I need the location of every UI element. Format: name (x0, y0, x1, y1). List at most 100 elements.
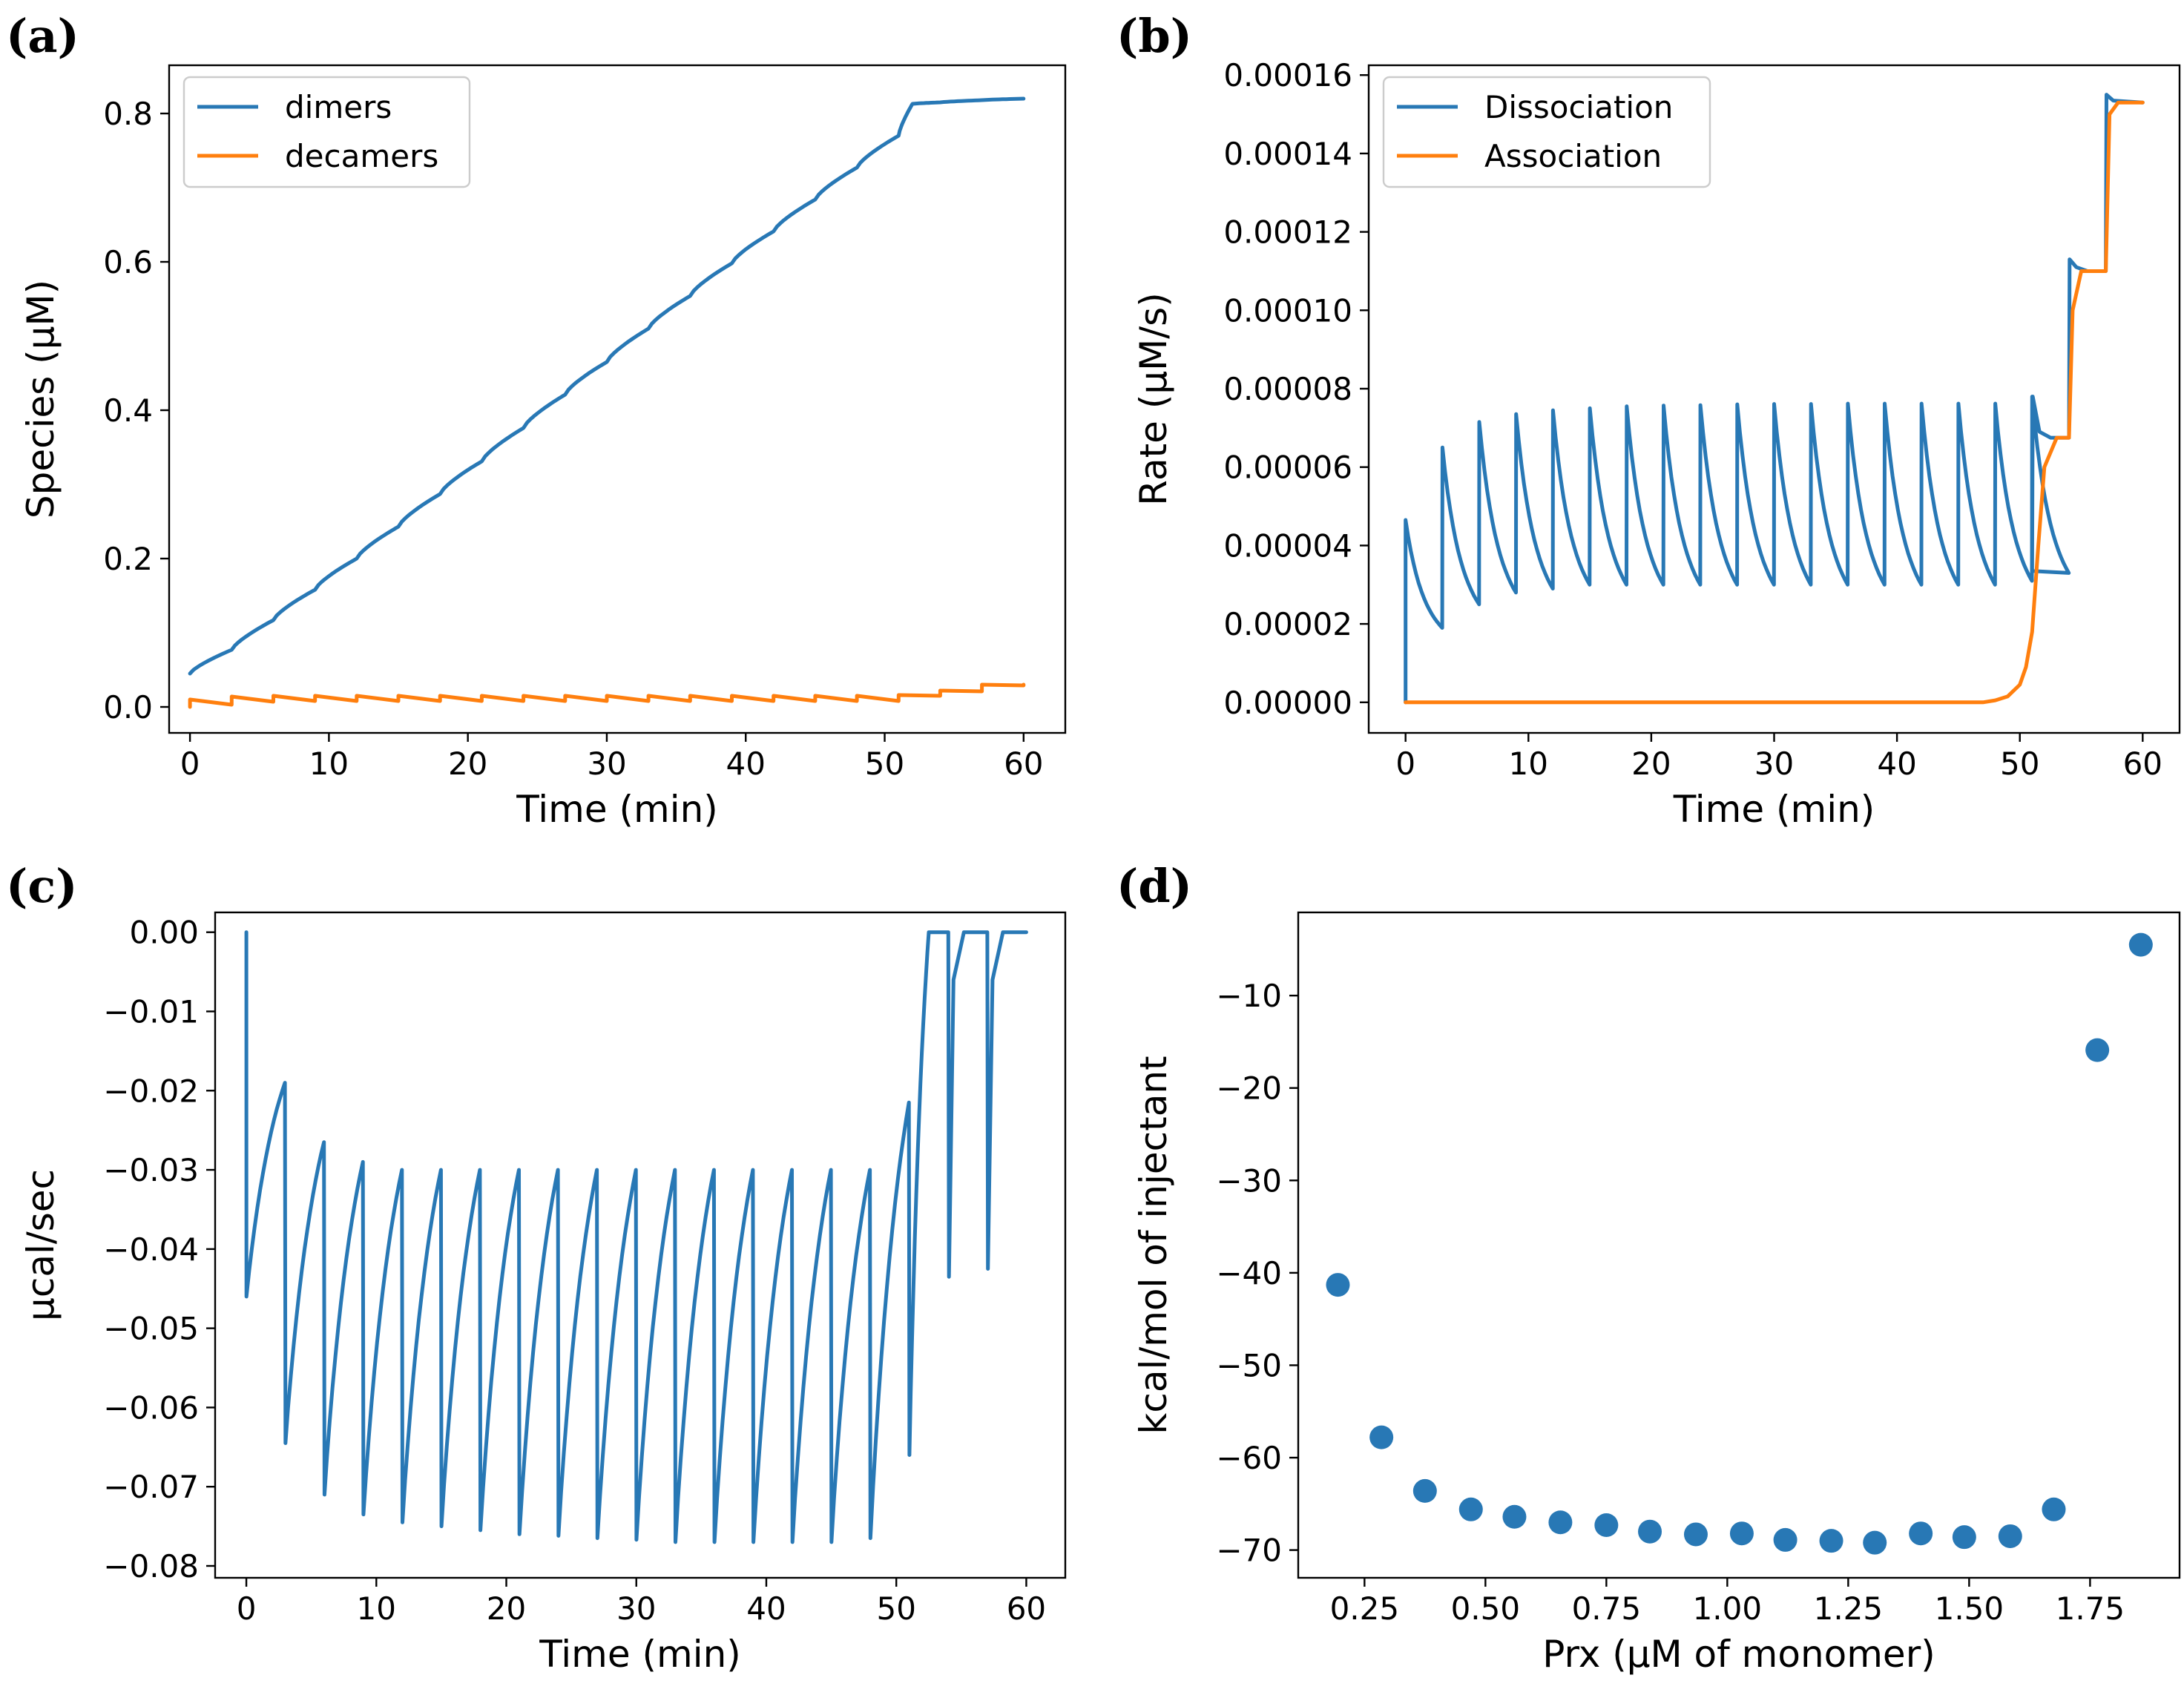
x-tick-label: 10 (309, 746, 349, 782)
x-tick-label: 60 (1004, 746, 1043, 782)
scatter-point (1458, 1497, 1483, 1521)
y-tick-label: −0.01 (103, 993, 199, 1030)
y-tick-label: −0.07 (103, 1469, 199, 1505)
x-tick-label: 50 (865, 746, 904, 782)
panel-a: (a) 0 10 20 30 40 50 60 0.0 0.2 0.4 0.6 0.8 Time (min… (6, 9, 1067, 831)
x-tick-label: 1.00 (1693, 1590, 1763, 1627)
y-tick-label: −10 (1216, 978, 1282, 1014)
plot-area (1326, 932, 2153, 1555)
scatter-point (1863, 1530, 1887, 1555)
y-tick-label: 0.00 (129, 915, 199, 951)
y-axis-title: µcal/sec (19, 1169, 62, 1321)
x-tick-label: 0 (180, 746, 200, 782)
y-axis-title: Species (µM) (19, 280, 62, 519)
x-tick-label: 40 (726, 746, 766, 782)
series-dissociation (1404, 93, 2145, 705)
scatter-point (1369, 1425, 1394, 1449)
x-tick-label: 60 (1007, 1590, 1046, 1627)
plot-area (188, 96, 1026, 709)
scatter-point (1909, 1521, 1933, 1546)
x-tick-label: 0.75 (1572, 1590, 1642, 1627)
y-tick-label: −0.08 (103, 1548, 199, 1584)
x-tick-label: 0 (1395, 746, 1415, 782)
x-tick-label: 0 (237, 1590, 257, 1627)
scatter-point (1773, 1527, 1797, 1552)
scatter-point (1638, 1519, 1662, 1544)
legend-label: dimers (285, 89, 392, 125)
y-tick-label: −70 (1216, 1533, 1282, 1569)
y-tick-label: −0.04 (103, 1231, 199, 1268)
axes-frame (1297, 911, 2181, 1579)
y-tick-label: 0.00012 (1223, 214, 1352, 251)
y-tick-label: 0.8 (103, 96, 153, 132)
y-tick-label: −40 (1216, 1255, 1282, 1291)
y-tick-label: 0.00006 (1223, 450, 1352, 486)
panel-c: (c) 0 10 20 30 40 50 60 0.00 −0.01 −0.02 −0.03 −0.04… (6, 859, 1067, 1676)
legend-label: Dissociation (1484, 89, 1673, 125)
scatter-point (1952, 1525, 1976, 1550)
scatter-point (1819, 1529, 1843, 1553)
axes-frame (1367, 64, 2181, 734)
x-axis-title: Time (min) (539, 1633, 741, 1676)
scatter-point (1729, 1521, 1754, 1546)
y-tick-label: 0.00002 (1223, 606, 1352, 642)
y-tick-label: −0.05 (103, 1311, 199, 1347)
panel-b: (b) 0 10 20 30 40 50 60 0.00000 0.00002 0.00004 0.0… (1116, 9, 2181, 831)
x-tick-label: 20 (487, 1590, 526, 1627)
scatter-point (1502, 1504, 1527, 1529)
axes-frame (214, 911, 1067, 1579)
x-tick-label: 10 (1509, 746, 1548, 782)
panel-label: (b) (1116, 9, 1192, 63)
panel-d: (d) 0.25 0.50 0.75 1.00 1.25 1.50 1.75 −10 −20 −30… (1116, 859, 2181, 1676)
y-tick-label: −0.03 (103, 1152, 199, 1188)
scatter-point (2085, 1038, 2110, 1062)
x-tick-label: 30 (616, 1590, 656, 1627)
y-tick-label: 0.00000 (1223, 685, 1352, 721)
x-tick-label: 20 (1631, 746, 1671, 782)
legend-label: Association (1484, 138, 1662, 174)
y-tick-label: 0.2 (103, 541, 153, 577)
y-tick-label: 0.6 (103, 244, 153, 280)
scatter-point (1548, 1510, 1573, 1535)
x-axis-title: Time (min) (1673, 788, 1875, 831)
scatter-point (1594, 1513, 1619, 1537)
scatter-point (1326, 1273, 1350, 1297)
x-tick-label: 30 (587, 746, 626, 782)
y-tick-label: 0.0 (103, 689, 153, 725)
legend: Dissociation Association (1382, 76, 1711, 188)
x-tick-label: 40 (1877, 746, 1916, 782)
legend-box (1382, 76, 1711, 188)
y-tick-label: −20 (1216, 1070, 1282, 1107)
x-tick-label: 50 (876, 1590, 915, 1627)
panel-label: (d) (1116, 859, 1192, 913)
axes-frame (168, 64, 1067, 734)
legend: dimers decamers (182, 76, 471, 188)
x-tick-label: 0.50 (1451, 1590, 1521, 1627)
panel-label: (c) (6, 859, 77, 913)
x-tick-label: 60 (2123, 746, 2162, 782)
x-tick-label: 20 (448, 746, 487, 782)
plot-area (244, 930, 1028, 1544)
y-axis-title: kcal/mol of injectant (1132, 1056, 1175, 1434)
x-axis-title: Time (min) (516, 788, 718, 831)
y-axis-title: Rate (µM/s) (1132, 292, 1175, 505)
legend-label: decamers (285, 138, 438, 174)
y-tick-label: −0.06 (103, 1389, 199, 1426)
y-tick-label: 0.00016 (1223, 57, 1352, 93)
series-decamers (188, 682, 1026, 709)
x-tick-label: 1.75 (2056, 1590, 2125, 1627)
legend-box (182, 76, 471, 188)
y-tick-label: −60 (1216, 1440, 1282, 1476)
y-tick-label: −50 (1216, 1347, 1282, 1383)
series-dimers (188, 96, 1026, 676)
panel-label: (a) (6, 9, 79, 63)
y-tick-label: 0.00014 (1223, 136, 1352, 172)
y-tick-label: 0.00004 (1223, 527, 1352, 564)
x-tick-label: 10 (357, 1590, 396, 1627)
series-association (1404, 100, 2145, 705)
y-tick-label: 0.00010 (1223, 292, 1352, 329)
scatter-point (1683, 1522, 1708, 1547)
scatter-point (1412, 1478, 1437, 1503)
series-heat (244, 930, 1028, 1544)
